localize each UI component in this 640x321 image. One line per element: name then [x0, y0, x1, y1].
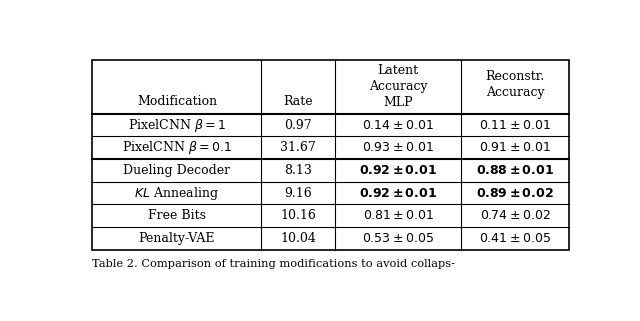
Text: PixelCNN $\beta = 0.1$: PixelCNN $\beta = 0.1$	[122, 139, 232, 156]
Text: 10.16: 10.16	[280, 209, 316, 222]
Text: $0.93 \pm 0.01$: $0.93 \pm 0.01$	[362, 141, 434, 154]
Text: Table 2. Comparison of training modifications to avoid collaps-: Table 2. Comparison of training modifica…	[92, 258, 456, 268]
Text: Penalty-VAE: Penalty-VAE	[139, 232, 215, 245]
Text: 8.13: 8.13	[284, 164, 312, 177]
Text: $KL$ Annealing: $KL$ Annealing	[134, 185, 220, 202]
Text: $\mathbf{0.89 \pm 0.02}$: $\mathbf{0.89 \pm 0.02}$	[476, 187, 554, 200]
Text: Latent
Accuracy
MLP: Latent Accuracy MLP	[369, 64, 428, 109]
Text: $0.53 \pm 0.05$: $0.53 \pm 0.05$	[362, 232, 435, 245]
Text: $0.91 \pm 0.01$: $0.91 \pm 0.01$	[479, 141, 551, 154]
Text: $0.81 \pm 0.01$: $0.81 \pm 0.01$	[363, 209, 434, 222]
Text: $\mathbf{0.92 \pm 0.01}$: $\mathbf{0.92 \pm 0.01}$	[359, 187, 437, 200]
Text: Modification: Modification	[137, 95, 217, 108]
Text: 0.97: 0.97	[285, 119, 312, 132]
Text: $0.14 \pm 0.01$: $0.14 \pm 0.01$	[362, 119, 434, 132]
Text: Free Bits: Free Bits	[148, 209, 206, 222]
Text: $\mathbf{0.92 \pm 0.01}$: $\mathbf{0.92 \pm 0.01}$	[359, 164, 437, 177]
Text: $\mathbf{0.88 \pm 0.01}$: $\mathbf{0.88 \pm 0.01}$	[476, 164, 554, 177]
Text: Dueling Decoder: Dueling Decoder	[124, 164, 230, 177]
Text: $0.74 \pm 0.02$: $0.74 \pm 0.02$	[479, 209, 550, 222]
Text: 9.16: 9.16	[284, 187, 312, 200]
Text: 10.04: 10.04	[280, 232, 316, 245]
Text: $0.41 \pm 0.05$: $0.41 \pm 0.05$	[479, 232, 551, 245]
Text: Rate: Rate	[284, 95, 313, 108]
Text: PixelCNN $\beta = 1$: PixelCNN $\beta = 1$	[128, 117, 226, 134]
Text: 31.67: 31.67	[280, 141, 316, 154]
Text: Reconstr.
Accuracy: Reconstr. Accuracy	[485, 70, 545, 99]
Text: $0.11 \pm 0.01$: $0.11 \pm 0.01$	[479, 119, 551, 132]
